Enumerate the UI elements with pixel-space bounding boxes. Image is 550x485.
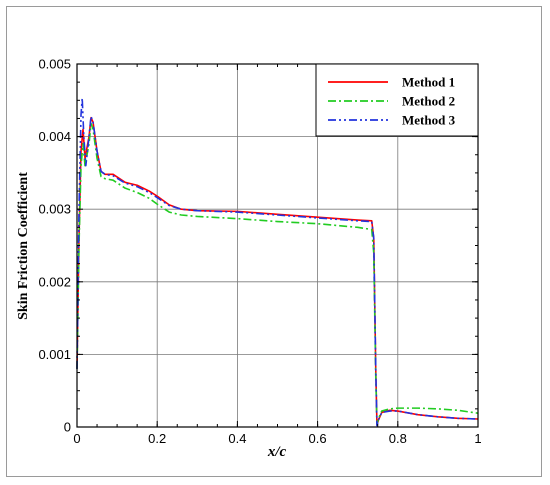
legend: Method 1 Method 2 Method 3 [315,63,479,137]
y-tick-label: 0.001 [38,347,71,362]
x-tick-label: 0 [73,431,80,446]
series-line-method-1 [76,116,479,426]
series-line-method-2 [76,122,479,425]
legend-box [315,63,479,137]
y-axis-title: Skin Friction Coefficient [16,172,31,320]
legend-label: Method 3 [402,113,456,128]
x-tick-label: 1 [474,431,481,446]
y-tick-label: 0.005 [38,57,71,72]
y-tick-label: 0 [64,420,71,435]
legend-label: Method 2 [402,94,455,109]
legend-label: Method 1 [402,75,455,90]
x-tick-label: 0.2 [148,431,166,446]
axis-ticks: 0 0.2 0.4 0.6 0.8 1 0 0.001 0.002 0.003 0.004 0.005 [38,57,481,447]
x-axis-title: x/c [267,444,287,460]
y-tick-label: 0.004 [38,129,71,144]
x-tick-label: 0.6 [309,431,327,446]
y-tick-label: 0.003 [38,202,71,217]
x-tick-label: 0.8 [389,431,407,446]
series-line-method-3 [76,97,479,427]
y-tick-label: 0.002 [38,274,71,289]
plot-series [76,97,479,427]
x-tick-label: 0.4 [228,431,246,446]
